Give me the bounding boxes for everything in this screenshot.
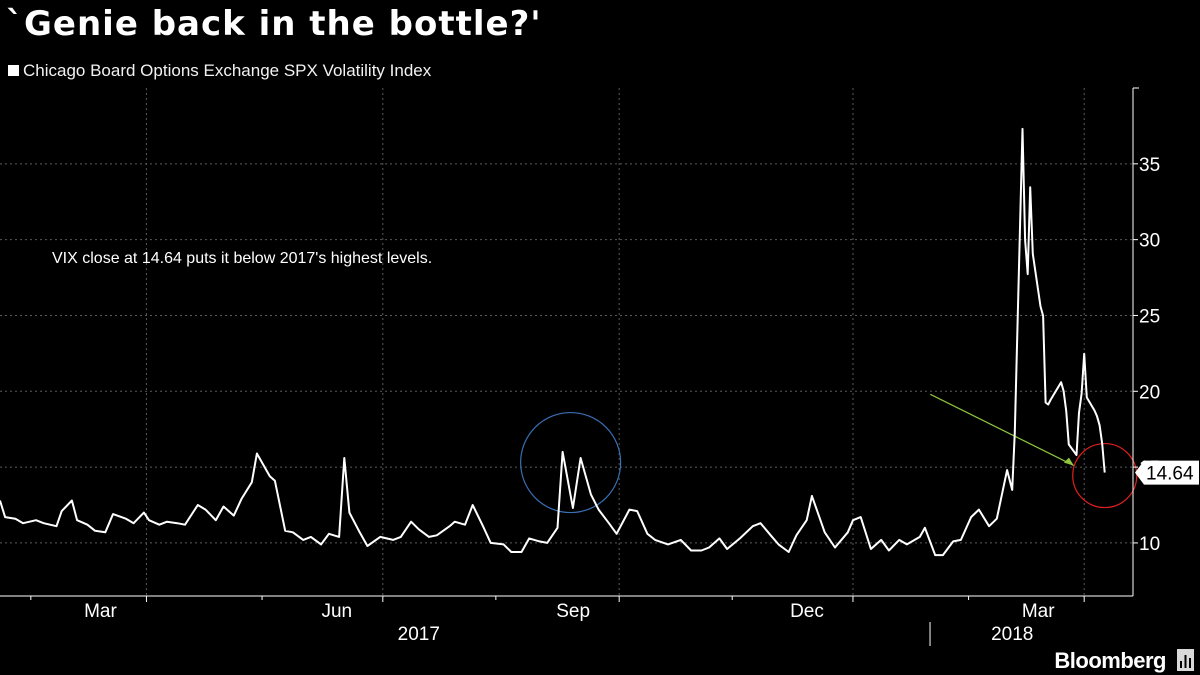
x-tick-label: Sep [556,601,590,622]
x-tick-label: Jun [321,601,352,622]
legend: Chicago Board Options Exchange SPX Volat… [8,61,431,81]
chart-annotation: VIX close at 14.64 puts it below 2017's … [52,250,432,267]
circle-latest-value [1072,442,1138,509]
x-tick-label: Dec [790,601,824,622]
y-tick-label: 25 [1139,306,1160,327]
y-tick-label: 30 [1139,231,1160,252]
y-tick-label: 20 [1139,382,1160,403]
axes: 101520253035MarJunSepDecMar2017201814.64 [0,87,1199,646]
pointer-arrow-head [1063,457,1074,466]
last-value-callout [1135,460,1199,485]
annotation-markers [520,393,1138,514]
x-tick-label: Mar [1022,601,1055,622]
year-label: 2018 [991,624,1033,645]
year-label: 2017 [398,624,440,645]
y-tick-label: 35 [1139,155,1160,176]
y-tick-label: 10 [1139,534,1160,555]
legend-swatch [8,65,19,76]
bloomberg-chart-icon [1177,649,1194,671]
series-layer [0,127,1106,557]
chart-title: `Genie back in the bottle?' [6,4,542,44]
legend-label: Chicago Board Options Exchange SPX Volat… [23,61,432,80]
x-tick-label: Mar [84,601,117,622]
pointer-arrow-line [930,393,1075,467]
last-value-label: 14.64 [1146,464,1194,485]
brand-wordmark: Bloomberg [1054,648,1166,673]
circle-2017-spike [520,411,622,514]
grid [0,88,1133,596]
series-line [0,127,1106,557]
